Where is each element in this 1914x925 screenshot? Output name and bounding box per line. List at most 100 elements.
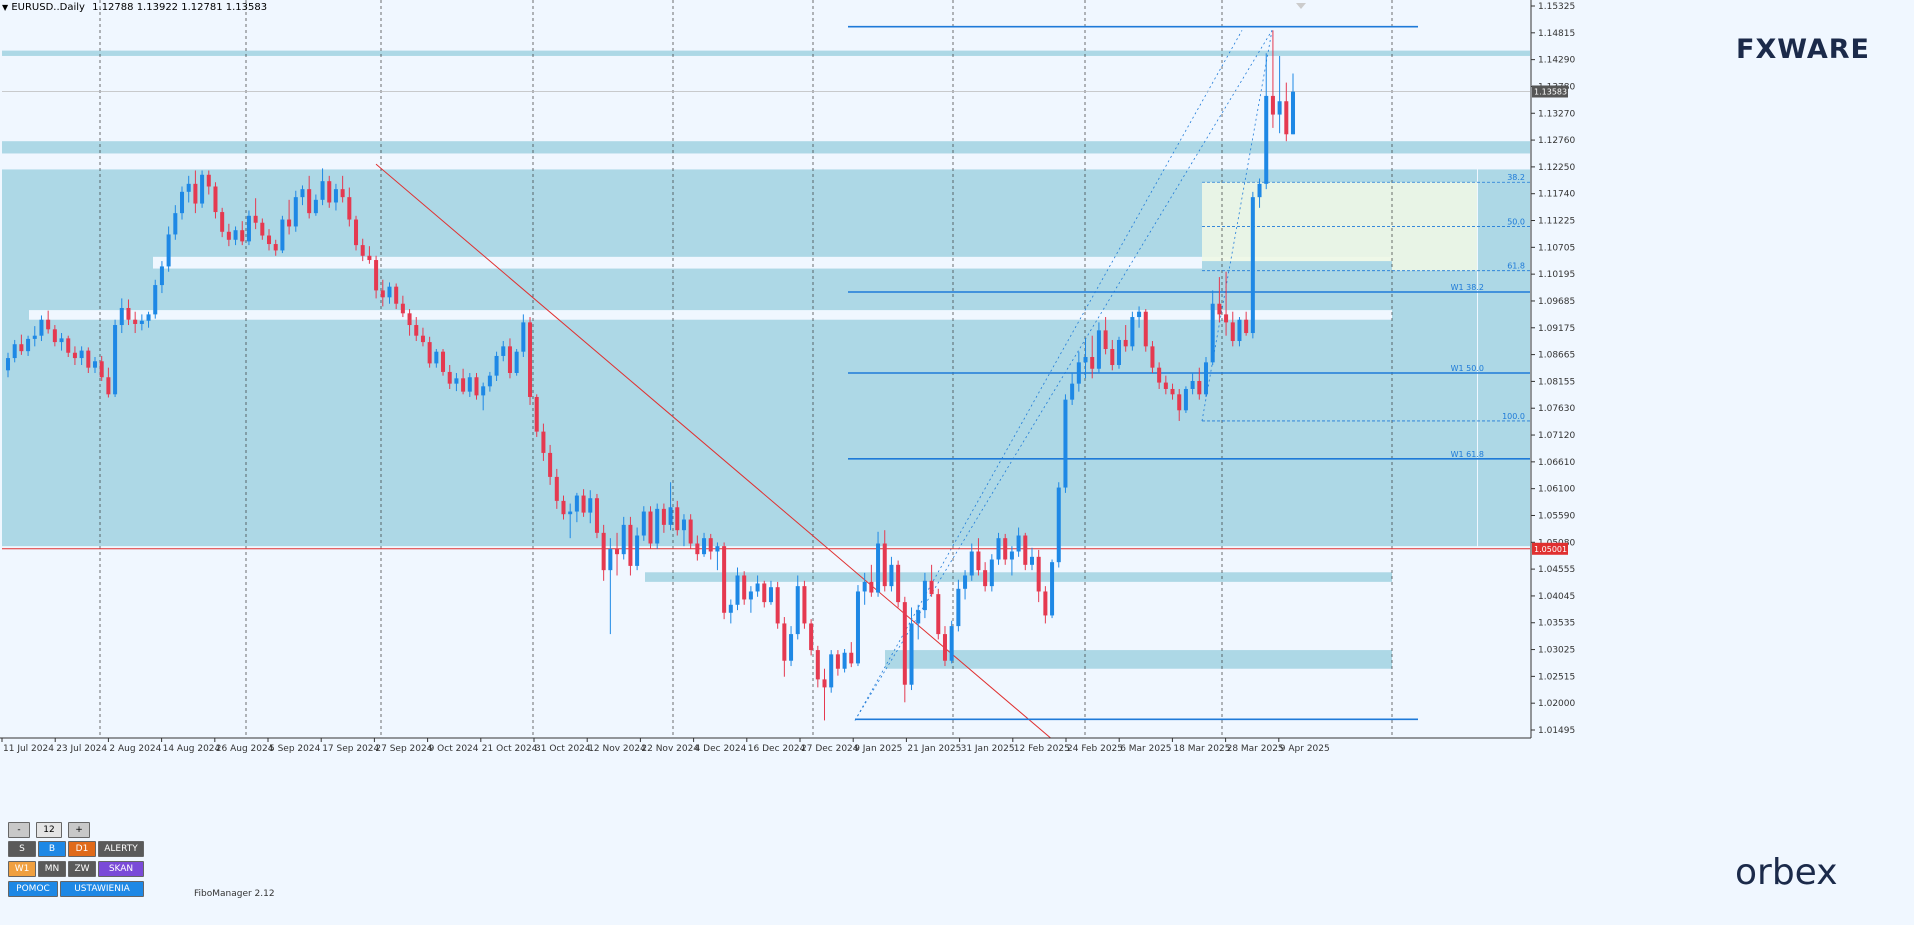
candle-body-69 [467, 377, 472, 392]
increase-button[interactable]: + [68, 822, 90, 838]
candle-body-75 [507, 346, 512, 373]
fxware-logo: FXWARE [1736, 34, 1870, 65]
y-tick-label-27: 1.01495 [1538, 726, 1575, 736]
current-price-tag [1532, 85, 1568, 98]
candle-body-36 [246, 215, 251, 242]
candle-body-95 [641, 511, 646, 536]
candle-body-63 [427, 342, 432, 364]
candle-body-87 [588, 498, 593, 513]
candle-body-105 [708, 538, 713, 552]
candle-body-153 [1029, 556, 1034, 565]
button-pomoc[interactable]: POMOC [8, 881, 58, 897]
candle-body-125 [842, 652, 847, 669]
button-zw[interactable]: ZW [68, 861, 96, 877]
candle-body-146 [983, 570, 988, 587]
candle-body-178 [1197, 380, 1202, 395]
button-mn[interactable]: MN [38, 861, 66, 877]
candle-body-145 [976, 551, 981, 571]
fibomanager-label: FiboManager 2.12 [194, 889, 275, 899]
x-tick-label-20: 24 Feb 2025 [1067, 744, 1123, 754]
button-s[interactable]: S [8, 841, 36, 857]
candle-body-6 [46, 319, 51, 330]
button-w1[interactable]: W1 [8, 861, 36, 877]
candle-body-97 [655, 508, 660, 544]
x-tick-label-17: 21 Jan 2025 [907, 744, 961, 754]
candle-body-191 [1284, 101, 1289, 135]
y-tick-label-24: 1.03025 [1538, 646, 1575, 656]
candle-body-37 [253, 215, 258, 223]
y-tick-label-10: 1.10195 [1538, 270, 1575, 280]
candle-body-117 [789, 634, 794, 661]
candle-body-164 [1103, 330, 1108, 350]
candle-body-70 [474, 377, 479, 396]
candle-body-141 [949, 626, 954, 661]
candle-body-15 [106, 377, 111, 395]
button-d1[interactable]: D1 [68, 841, 96, 857]
candle-body-83 [561, 500, 566, 515]
candle-body-116 [782, 623, 787, 661]
candle-body-152 [1023, 535, 1028, 565]
x-tick-label-2: 2 Aug 2024 [109, 744, 161, 754]
candle-body-56 [380, 290, 385, 298]
x-tick-label-16: 9 Jan 2025 [854, 744, 902, 754]
candle-body-166 [1116, 339, 1121, 366]
candle-body-25 [173, 213, 178, 235]
y-tick-label-1: 1.14815 [1538, 29, 1575, 39]
y-tick-label-8: 1.11225 [1538, 217, 1575, 227]
candle-body-112 [755, 583, 760, 592]
candle-body-71 [481, 386, 486, 396]
candle-body-181 [1217, 303, 1222, 315]
candle-body-76 [514, 351, 519, 373]
candle-body-161 [1083, 357, 1088, 363]
x-tick-label-3: 14 Aug 2024 [163, 744, 221, 754]
y-tick-label-26: 1.02000 [1538, 699, 1575, 709]
decrease-button[interactable]: - [8, 822, 30, 838]
dropdown-icon[interactable]: ▼ [2, 3, 9, 12]
candle-body-127 [855, 591, 860, 664]
candle-body-100 [675, 507, 680, 531]
candle-body-50 [340, 189, 345, 198]
candle-body-33 [226, 231, 231, 240]
candle-body-51 [347, 197, 352, 220]
candle-body-185 [1244, 319, 1249, 334]
candle-body-118 [795, 586, 800, 635]
candle-body-126 [849, 652, 854, 664]
button-alerty[interactable]: ALERTY [98, 841, 144, 857]
y-tick-label-0: 1.15325 [1538, 2, 1575, 12]
x-tick-label-13: 4 Dec 2024 [695, 744, 747, 754]
weekly-fib-label-0: W1 38.2 [1451, 283, 1484, 292]
candle-body-135 [909, 623, 914, 685]
candle-body-147 [989, 559, 994, 587]
button-ustawienia[interactable]: USTAWIENIA [60, 881, 144, 897]
candle-body-24 [166, 234, 171, 267]
x-tick-label-11: 12 Nov 2024 [588, 744, 646, 754]
candle-body-186 [1250, 197, 1255, 334]
candle-body-144 [969, 551, 974, 576]
candle-body-113 [762, 583, 767, 603]
fib-label-2: 61.8 [1507, 262, 1525, 271]
button-b[interactable]: B [38, 841, 66, 857]
candle-body-96 [648, 511, 653, 544]
candle-body-106 [715, 546, 720, 552]
candle-body-131 [882, 543, 887, 587]
x-tick-label-23: 28 Mar 2025 [1227, 744, 1284, 754]
candle-body-98 [661, 508, 666, 525]
x-tick-label-22: 18 Mar 2025 [1173, 744, 1230, 754]
candle-body-173 [1163, 382, 1168, 389]
candle-body-20 [139, 320, 144, 324]
x-tick-label-14: 16 Dec 2024 [748, 744, 806, 754]
candle-body-23 [159, 266, 164, 286]
candle-body-132 [889, 564, 894, 587]
candle-body-110 [742, 575, 747, 600]
candle-body-133 [896, 564, 901, 603]
candle-body-108 [728, 604, 733, 613]
candle-body-169 [1137, 311, 1142, 318]
control-panel: - 12 + S B D1 ALERTY W1 MN ZW SKAN POMOC… [6, 822, 156, 902]
x-tick-label-9: 21 Oct 2024 [482, 744, 538, 754]
ohlc-values: 1.12788 1.13922 1.12781 1.13583 [92, 2, 268, 13]
button-skan[interactable]: SKAN [98, 861, 144, 877]
candle-body-102 [688, 519, 693, 544]
orbex-logo: orbex [1735, 852, 1838, 893]
